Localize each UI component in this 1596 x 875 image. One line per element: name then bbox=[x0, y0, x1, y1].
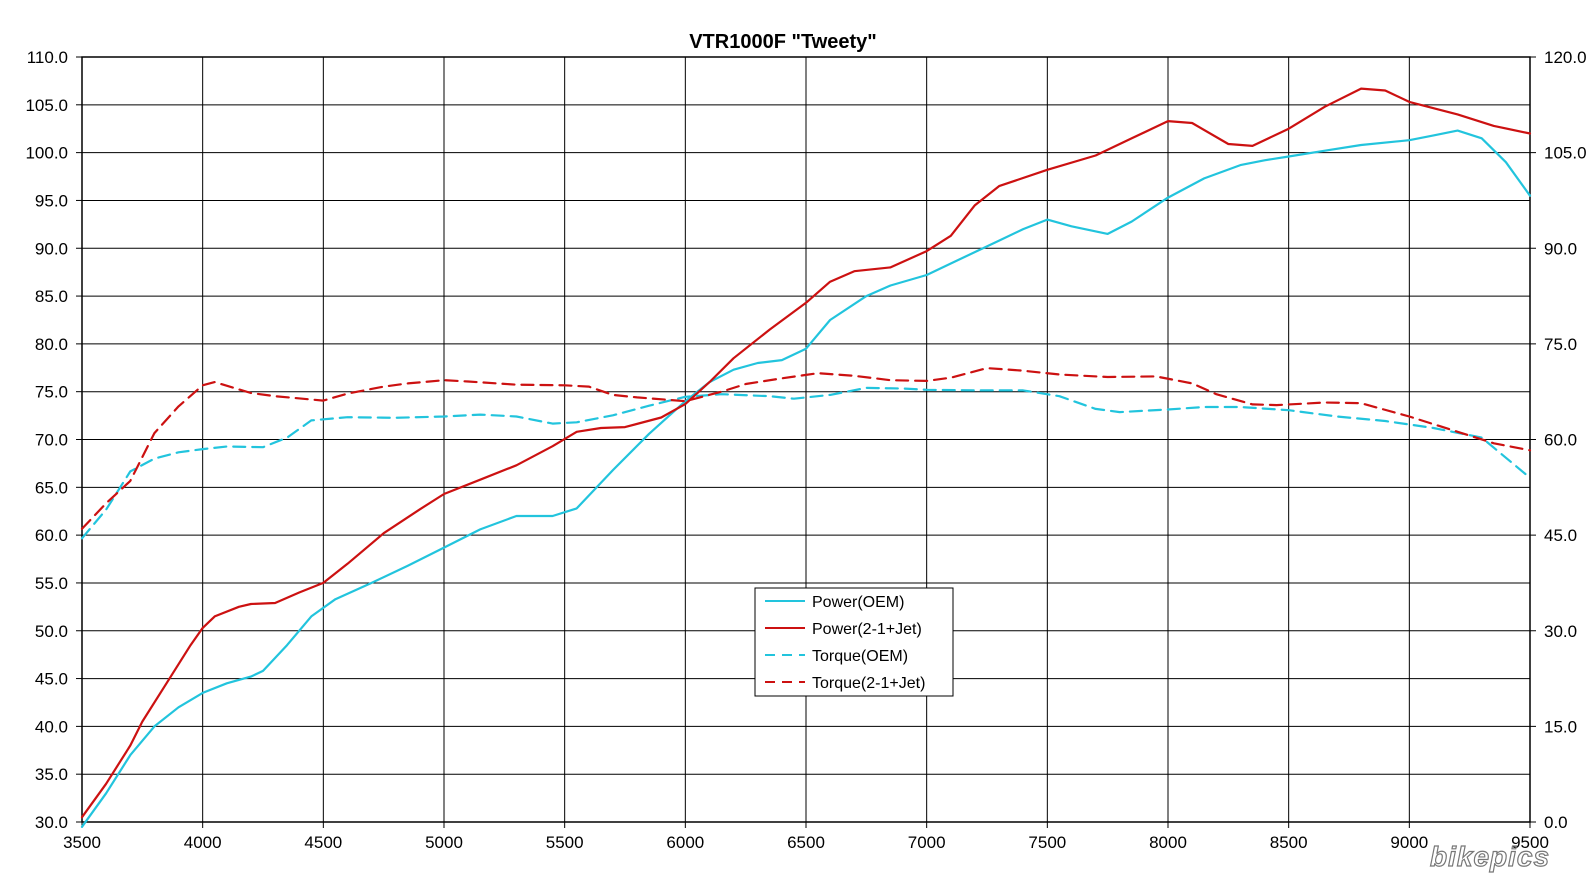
y-left-tick-label: 75.0 bbox=[35, 383, 68, 402]
x-tick-label: 7500 bbox=[1028, 833, 1066, 852]
legend-label: Power(2-1+Jet) bbox=[812, 621, 922, 638]
legend: Power(OEM) Power(2-1+Jet) Torque(OEM) Torqu… bbox=[754, 587, 954, 697]
plot-frame bbox=[81, 56, 1531, 823]
x-tick-label: 4000 bbox=[184, 833, 222, 852]
y-left-tick-label: 50.0 bbox=[35, 622, 68, 641]
y-left-tick-label: 30.0 bbox=[35, 813, 68, 832]
series-line-torque-oem bbox=[80, 386, 1532, 540]
x-tick-label: 9500 bbox=[1511, 833, 1549, 852]
y-left-tick-label: 105.0 bbox=[25, 96, 68, 115]
y-right-tick-label: 45.0 bbox=[1544, 526, 1577, 545]
series-line-torque-2-1-jet bbox=[80, 367, 1532, 530]
series-line-power-oem bbox=[80, 129, 1532, 828]
y-left-tick-label: 80.0 bbox=[35, 335, 68, 354]
x-tick-label: 6500 bbox=[787, 833, 825, 852]
chart-title: VTR1000F "Tweety" bbox=[689, 31, 877, 53]
x-tick-label: 8500 bbox=[1270, 833, 1308, 852]
series-line-power-2-1-jet bbox=[80, 87, 1532, 819]
x-tick-label: 5000 bbox=[425, 833, 463, 852]
y-left-tick-label: 100.0 bbox=[25, 144, 68, 163]
series-lines bbox=[80, 87, 1532, 828]
y-left-tick-label: 60.0 bbox=[35, 526, 68, 545]
x-tick-label: 3500 bbox=[63, 833, 101, 852]
y-right-tick-label: 0.0 bbox=[1544, 813, 1568, 832]
x-tick-label: 6000 bbox=[666, 833, 704, 852]
y-left-tick-label: 40.0 bbox=[35, 717, 68, 736]
y-right-tick-label: 90.0 bbox=[1544, 239, 1577, 258]
y-right-tick-label: 105.0 bbox=[1544, 144, 1587, 163]
x-tick-label: 9000 bbox=[1390, 833, 1428, 852]
y-left-tick-label: 55.0 bbox=[35, 574, 68, 593]
y-right-tick-label: 60.0 bbox=[1544, 431, 1577, 450]
x-tick-label: 8000 bbox=[1149, 833, 1187, 852]
y-left-tick-label: 85.0 bbox=[35, 287, 68, 306]
legend-box bbox=[754, 587, 954, 697]
watermark-logo: bikepics bbox=[1430, 841, 1550, 872]
y-right-tick-label: 75.0 bbox=[1544, 335, 1577, 354]
y-left-tick-label: 90.0 bbox=[35, 239, 68, 258]
y-left-tick-label: 35.0 bbox=[35, 765, 68, 784]
y-right-tick-label: 120.0 bbox=[1544, 48, 1587, 67]
legend-label: Torque(2-1+Jet) bbox=[812, 675, 925, 692]
y-left-tick-label: 70.0 bbox=[35, 431, 68, 450]
legend-label: Power(OEM) bbox=[812, 594, 904, 611]
y-right-tick-label: 30.0 bbox=[1544, 622, 1577, 641]
y-left-tick-label: 95.0 bbox=[35, 191, 68, 210]
y-left-tick-label: 110.0 bbox=[27, 48, 68, 67]
y-left-tick-label: 45.0 bbox=[35, 670, 68, 689]
x-tick-label: 4500 bbox=[304, 833, 342, 852]
x-tick-label: 5500 bbox=[546, 833, 584, 852]
y-left-tick-label: 65.0 bbox=[35, 478, 68, 497]
x-tick-label: 7000 bbox=[908, 833, 946, 852]
legend-label: Torque(OEM) bbox=[812, 648, 908, 665]
grid bbox=[81, 56, 1531, 823]
axes: 3500 4000 4500 5000 5500 6000 6500 7000 7500 8000… bbox=[25, 48, 1586, 852]
y-right-tick-label: 15.0 bbox=[1544, 717, 1577, 736]
